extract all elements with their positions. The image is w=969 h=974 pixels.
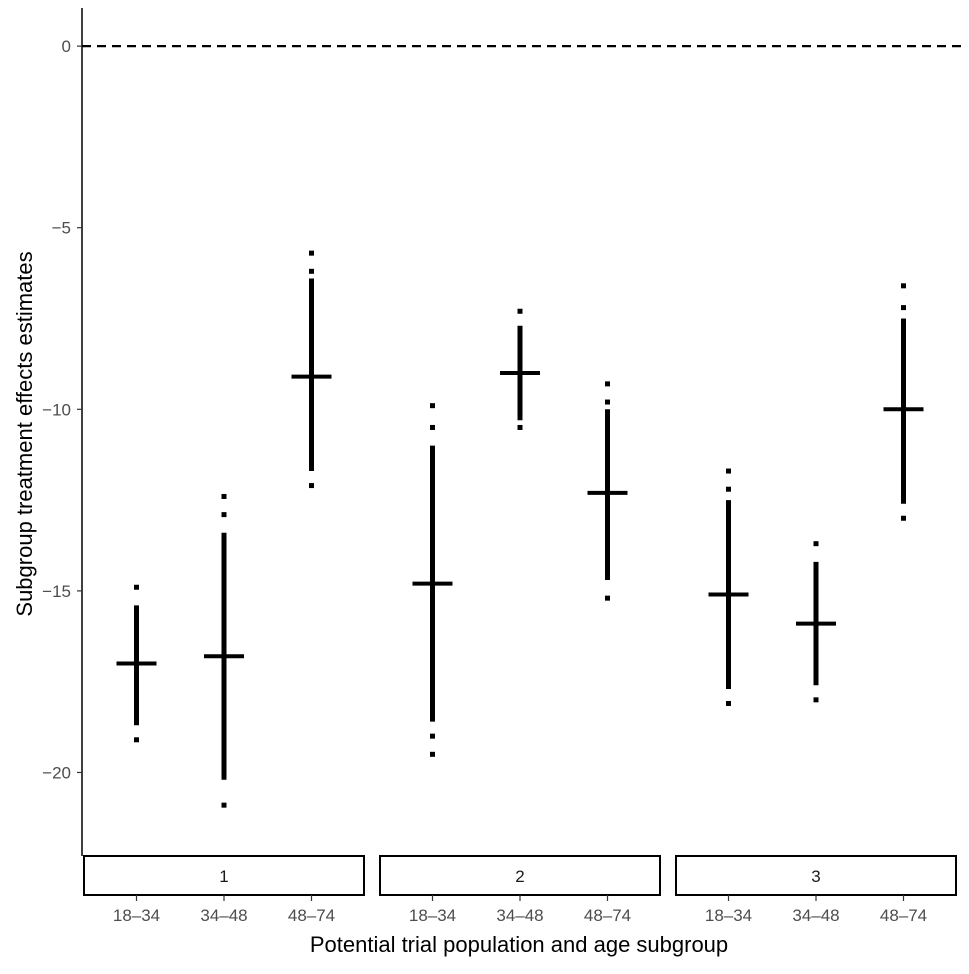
y-tick-label: −10 — [42, 400, 71, 419]
plot-area: 0 −5 −10 −15 −20 1 18–34 34–48 48–74 2 18–34 34–48 4… — [42, 8, 962, 925]
estimate-dot — [309, 250, 314, 256]
estimate-dot — [901, 515, 906, 521]
y-tick-label: −5 — [52, 219, 71, 238]
x-tick-label: 34–48 — [792, 906, 839, 925]
facet-strip-label: 2 — [515, 867, 524, 886]
estimate-dot — [430, 403, 435, 409]
x-tick-label: 48–74 — [584, 906, 631, 925]
estimate-dot — [605, 381, 610, 387]
estimate-dot — [517, 308, 523, 314]
facet-strip — [379, 855, 661, 896]
estimate-dot — [221, 493, 227, 499]
estimate-dot — [813, 697, 819, 703]
estimate-dot — [517, 424, 523, 430]
facet-strip-label: 1 — [219, 867, 228, 886]
y-tick-label: −15 — [42, 582, 71, 601]
estimate-dot — [605, 595, 610, 601]
estimate-dot — [134, 737, 139, 743]
estimate-dot — [726, 700, 731, 706]
estimate-dot — [134, 584, 139, 590]
facet-strip — [83, 855, 365, 896]
x-tick-label: 18–34 — [409, 906, 456, 925]
estimate-dot — [813, 541, 819, 547]
estimate-dot — [221, 802, 227, 808]
estimate-dot — [430, 751, 435, 757]
x-tick-label: 34–48 — [496, 906, 543, 925]
estimate-dot — [430, 424, 435, 430]
x-tick-label: 18–34 — [705, 906, 752, 925]
facet-strip — [675, 855, 957, 896]
x-tick-label: 48–74 — [288, 906, 335, 925]
estimate-dot — [605, 399, 610, 405]
x-tick-label: 34–48 — [200, 906, 247, 925]
y-axis-title: Subgroup treatment effects estimates — [12, 251, 37, 616]
estimate-dot — [221, 512, 227, 518]
y-tick-label: 0 — [62, 37, 71, 56]
x-tick-label: 18–34 — [113, 906, 160, 925]
estimate-dot — [309, 268, 314, 274]
estimate-dot — [726, 486, 731, 492]
facet-strip-label: 3 — [811, 867, 820, 886]
x-tick-label: 48–74 — [880, 906, 927, 925]
y-tick-label: −20 — [42, 763, 71, 782]
estimate-dot — [726, 468, 731, 474]
estimate-dot — [901, 305, 906, 311]
estimate-dot — [309, 483, 314, 489]
estimate-dot — [901, 283, 906, 289]
x-axis-title: Potential trial population and age subgr… — [310, 932, 728, 957]
estimate-dot — [430, 733, 435, 739]
